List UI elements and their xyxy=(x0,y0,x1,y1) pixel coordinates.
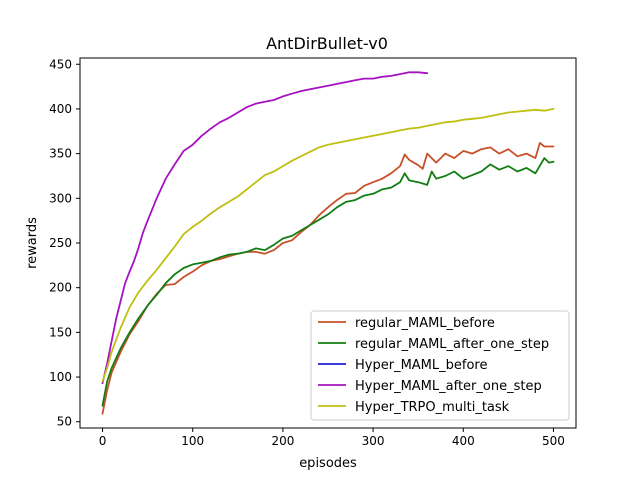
legend-label: Hyper_TRPO_multi_task xyxy=(355,400,510,415)
x-tick-label: 100 xyxy=(181,434,204,448)
x-tick-label: 400 xyxy=(452,434,475,448)
legend-label: Hyper_MAML_after_one_step xyxy=(355,379,542,394)
legend-box xyxy=(310,310,570,421)
y-tick-label: 350 xyxy=(49,147,72,161)
x-axis: 0 100 200 300 400 500 xyxy=(99,428,565,448)
y-tick-label: 50 xyxy=(57,415,72,429)
y-tick-label: 150 xyxy=(49,325,72,339)
x-tick-label: 0 xyxy=(99,434,107,448)
y-tick-label: 200 xyxy=(49,281,72,295)
legend: regular_MAML_before regular_MAML_after_on… xyxy=(310,310,570,421)
x-tick-label: 200 xyxy=(271,434,294,448)
legend-label: regular_MAML_after_one_step xyxy=(355,337,549,352)
legend-label: regular_MAML_before xyxy=(355,316,495,331)
y-axis-label: rewards xyxy=(25,217,40,269)
x-tick-label: 500 xyxy=(542,434,565,448)
series-lines xyxy=(101,71,555,415)
series-line-Hyper_MAML_after_one_step xyxy=(101,71,429,385)
series-line-Hyper_TRPO_multi_task xyxy=(101,108,555,383)
y-axis: 50 100 150 200 250 300 350 400 450 xyxy=(49,57,80,429)
series-line-regular_MAML_before xyxy=(101,141,555,415)
y-tick-label: 450 xyxy=(49,57,72,71)
y-tick-label: 250 xyxy=(49,236,72,250)
legend-label: Hyper_MAML_before xyxy=(355,358,487,373)
series-line-regular_MAML_after_one_step xyxy=(101,157,555,407)
y-tick-label: 400 xyxy=(49,102,72,116)
chart-title: AntDirBullet-v0 xyxy=(266,34,388,53)
x-axis-label: episodes xyxy=(299,456,357,471)
y-tick-label: 100 xyxy=(49,370,72,384)
x-tick-label: 300 xyxy=(362,434,385,448)
y-tick-label: 300 xyxy=(49,191,72,205)
